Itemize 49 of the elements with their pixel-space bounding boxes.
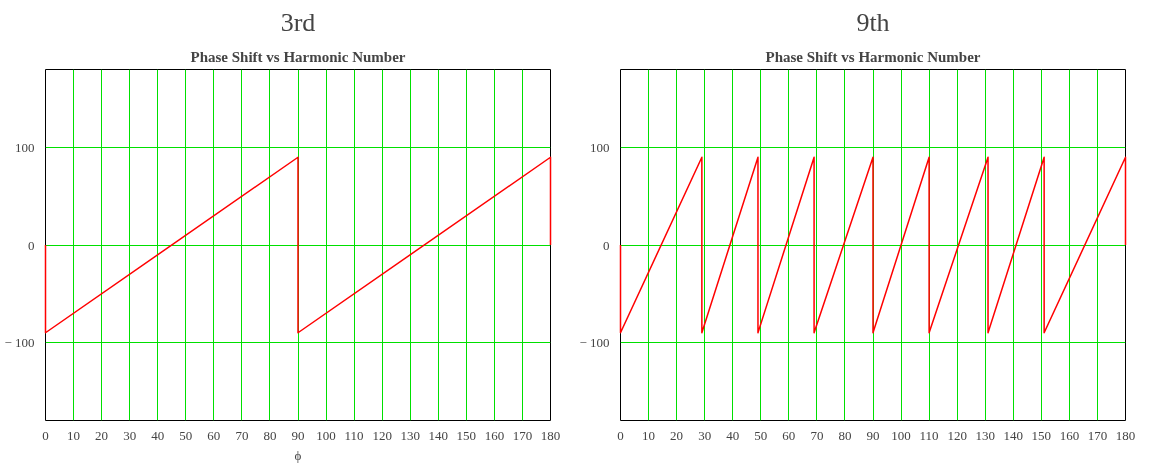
x-tick-label: 60 <box>207 427 221 443</box>
x-tick-label: 70 <box>235 427 249 443</box>
y-tick-label: 100 <box>590 140 610 155</box>
x-tick-label: 170 <box>1087 427 1108 443</box>
x-tick-label: 120 <box>947 427 967 443</box>
x-tick-label: 180 <box>1115 427 1136 443</box>
x-tick-label: 170 <box>512 427 533 443</box>
y-tick-label: 0 <box>28 237 35 253</box>
x-tick-label: 30 <box>698 427 712 443</box>
x-tick-label: 30 <box>123 427 137 443</box>
x-tick-label: 10 <box>642 427 656 443</box>
x-tick-label: 130 <box>975 427 995 443</box>
x-tick-label: 10 <box>67 427 81 443</box>
x-tick-label: 150 <box>1031 427 1052 443</box>
x-axis-title: ϕ <box>294 447 302 463</box>
x-tick-label: 40 <box>726 427 740 443</box>
x-tick-label: 40 <box>151 427 165 443</box>
x-tick-label: 160 <box>484 427 505 443</box>
x-tick-label: 180 <box>540 427 561 443</box>
x-tick-label: 0 <box>617 427 624 443</box>
x-tick-label: 160 <box>1059 427 1080 443</box>
y-tick-label: − 100 <box>579 335 610 350</box>
y-tick-label: 100 <box>15 140 35 155</box>
chart-title: 9th <box>856 7 890 37</box>
x-tick-label: 80 <box>838 427 852 443</box>
x-tick-label: 50 <box>179 427 193 443</box>
y-tick-label: − 100 <box>4 335 35 350</box>
y-tick-label: 0 <box>603 237 610 253</box>
x-tick-label: 90 <box>866 427 880 443</box>
x-tick-label: 100 <box>891 427 911 443</box>
x-tick-label: 20 <box>95 427 109 443</box>
x-tick-label: 110 <box>344 427 364 443</box>
chart-title: 3rd <box>280 7 316 37</box>
x-tick-label: 150 <box>456 427 477 443</box>
chart-subtitle: Phase Shift vs Harmonic Number <box>190 48 406 65</box>
x-tick-label: 110 <box>919 427 939 443</box>
x-tick-label: 80 <box>263 427 277 443</box>
x-tick-label: 70 <box>810 427 824 443</box>
x-tick-label: 130 <box>400 427 420 443</box>
x-tick-label: 20 <box>670 427 684 443</box>
x-tick-label: 140 <box>428 427 449 443</box>
x-tick-label: 50 <box>754 427 768 443</box>
x-tick-label: 100 <box>316 427 336 443</box>
x-tick-label: 0 <box>42 427 49 443</box>
chart-subtitle: Phase Shift vs Harmonic Number <box>765 48 981 65</box>
x-tick-label: 90 <box>291 427 305 443</box>
x-tick-label: 140 <box>1003 427 1024 443</box>
x-tick-label: 120 <box>372 427 392 443</box>
x-tick-label: 60 <box>782 427 796 443</box>
